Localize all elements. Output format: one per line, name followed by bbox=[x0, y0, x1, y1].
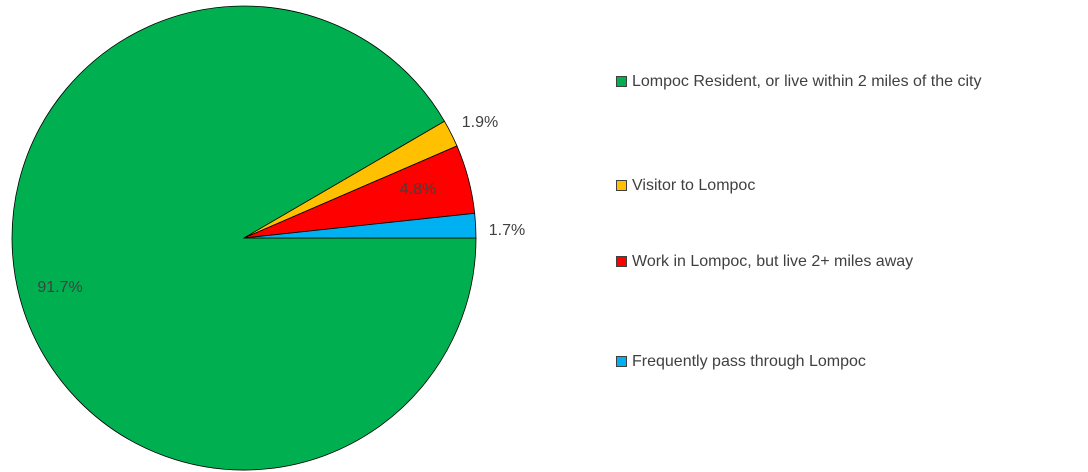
legend-swatch bbox=[616, 256, 627, 267]
legend-label: Work in Lompoc, but live 2+ miles away bbox=[632, 253, 914, 270]
legend-item: Frequently pass through Lompoc bbox=[616, 346, 1086, 378]
data-label: 4.8% bbox=[400, 181, 436, 198]
legend-item: Work in Lompoc, but live 2+ miles away bbox=[616, 246, 1086, 278]
legend-swatch bbox=[616, 180, 627, 191]
data-label: 1.7% bbox=[489, 222, 525, 239]
legend-label: Frequently pass through Lompoc bbox=[632, 353, 866, 370]
data-label: 1.9% bbox=[462, 114, 498, 131]
legend-item: Lompoc Resident, or live within 2 miles … bbox=[616, 66, 1086, 98]
legend-swatch bbox=[616, 356, 627, 367]
pie-slice bbox=[243, 212, 477, 239]
legend-item: Visitor to Lompoc bbox=[616, 170, 1086, 202]
legend-label: Visitor to Lompoc bbox=[632, 177, 756, 194]
legend-label: Lompoc Resident, or live within 2 miles … bbox=[632, 73, 982, 90]
data-label: 91.7% bbox=[37, 279, 82, 296]
legend-swatch bbox=[616, 76, 627, 87]
